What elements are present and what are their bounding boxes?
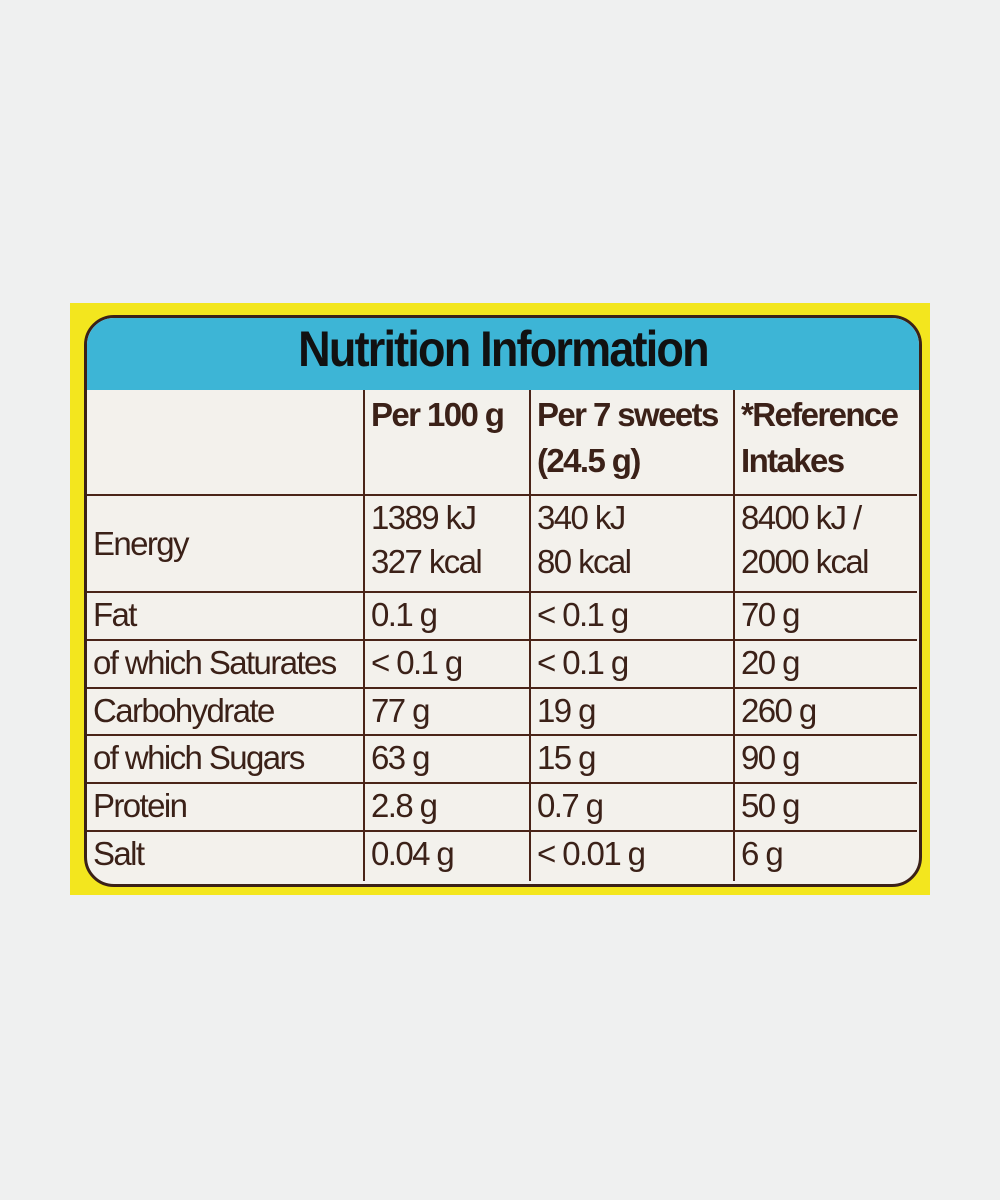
title-band — [87, 318, 919, 390]
per-serving-value: 340 kJ 80 kcal — [529, 494, 735, 593]
header-blank — [87, 390, 365, 496]
ri-value: 50 g — [733, 782, 917, 832]
nutrient-name: Salt — [87, 830, 365, 881]
nutrition-label: Nutrition Information Per 100 g Per 7 sw… — [84, 315, 922, 887]
table-row: Salt 0.04 g < 0.01 g 6 g — [87, 830, 917, 881]
nutrient-name: Carbohydrate — [87, 687, 365, 736]
value-line: 327 kcal — [371, 543, 483, 580]
value-line: 2000 kcal — [741, 543, 869, 580]
per100-value: < 0.1 g — [363, 639, 531, 689]
table-row: Energy 1389 kJ 327 kcal 340 kJ 80 kcal 840… — [87, 494, 917, 593]
nutrient-name: Protein — [87, 782, 365, 832]
value-line: 1389 kJ — [371, 499, 477, 536]
ri-value: 20 g — [733, 639, 917, 689]
per-serving-value: < 0.1 g — [529, 591, 735, 641]
nutrient-name: of which Sugars — [87, 734, 365, 784]
per100-value: 77 g — [363, 687, 531, 736]
ri-value: 8400 kJ / 2000 kcal — [733, 494, 917, 593]
header-per-100g: Per 100 g — [363, 390, 531, 496]
table-header-row: Per 100 g Per 7 sweets (24.5 g) *Referenc… — [87, 390, 917, 496]
label-title: Nutrition Information — [298, 321, 709, 377]
header-line: Per 100 g — [371, 396, 505, 433]
per-serving-value: < 0.01 g — [529, 830, 735, 881]
per100-value: 0.1 g — [363, 591, 531, 641]
nutrient-name: Energy — [87, 494, 365, 593]
header-line: *Reference — [741, 396, 899, 433]
nutrient-name: Fat — [87, 591, 365, 641]
per-serving-value: < 0.1 g — [529, 639, 735, 689]
nutrient-name: of which Saturates — [87, 639, 365, 689]
value-line: 80 kcal — [537, 543, 632, 580]
header-per-serving: Per 7 sweets (24.5 g) — [529, 390, 735, 496]
ri-value: 70 g — [733, 591, 917, 641]
per100-value: 2.8 g — [363, 782, 531, 832]
per-serving-value: 19 g — [529, 687, 735, 736]
per-serving-value: 15 g — [529, 734, 735, 784]
per100-value: 63 g — [363, 734, 531, 784]
ri-value: 260 g — [733, 687, 917, 736]
table-row: Fat 0.1 g < 0.1 g 70 g — [87, 591, 917, 641]
value-line: 340 kJ — [537, 499, 626, 536]
table-row: of which Sugars 63 g 15 g 90 g — [87, 734, 917, 784]
ri-value: 6 g — [733, 830, 917, 881]
nutrition-table: Per 100 g Per 7 sweets (24.5 g) *Referenc… — [87, 390, 917, 881]
table-row: of which Saturates < 0.1 g < 0.1 g 20 g — [87, 639, 917, 689]
per100-value: 1389 kJ 327 kcal — [363, 494, 531, 593]
ri-value: 90 g — [733, 734, 917, 784]
header-line: Intakes — [741, 442, 845, 479]
table-row: Protein 2.8 g 0.7 g 50 g — [87, 782, 917, 832]
value-line: 8400 kJ / — [741, 499, 862, 536]
per-serving-value: 0.7 g — [529, 782, 735, 832]
header-reference-intakes: *Reference Intakes — [733, 390, 917, 496]
header-line: Per 7 sweets — [537, 396, 719, 433]
per100-value: 0.04 g — [363, 830, 531, 881]
table-row: Carbohydrate 77 g 19 g 260 g — [87, 687, 917, 736]
header-line: (24.5 g) — [537, 442, 641, 479]
